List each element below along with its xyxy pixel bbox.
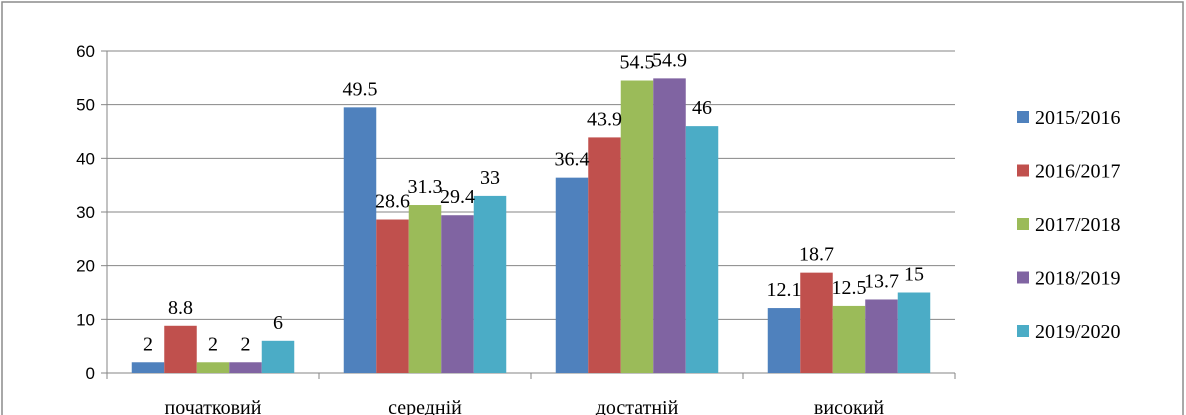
- y-axis: 0 10 20 30 40 50 60: [76, 42, 108, 383]
- bar: [164, 325, 197, 373]
- bar: [865, 299, 898, 373]
- data-label: 12.5: [832, 277, 867, 299]
- data-label: 54.5: [620, 52, 655, 74]
- category-label: достатній: [596, 397, 679, 415]
- bar: [196, 362, 230, 373]
- data-label: 6: [273, 312, 283, 334]
- data-label: 54.9: [652, 49, 687, 71]
- category-label: високий: [814, 397, 884, 415]
- bars: [131, 78, 931, 374]
- legend-swatch: [1017, 271, 1029, 284]
- legend-swatch: [1017, 218, 1029, 230]
- bar: [555, 177, 589, 373]
- category-label: початковий: [165, 397, 262, 415]
- x-axis: початковий середній достатній високий: [106, 372, 956, 415]
- y-tick-label: 20: [76, 257, 95, 276]
- legend-label: 2019/2020: [1035, 321, 1121, 343]
- data-label: 49.5: [343, 78, 378, 100]
- data-label: 12.1: [767, 279, 802, 301]
- bar: [588, 137, 621, 373]
- bar: [376, 219, 409, 373]
- data-label: 31.3: [408, 176, 443, 198]
- y-tick-label: 60: [76, 42, 95, 61]
- data-label: 28.6: [375, 191, 410, 213]
- bar: [261, 340, 295, 373]
- bar: [800, 272, 833, 373]
- bar: [441, 215, 474, 373]
- bar: [767, 308, 801, 373]
- legend-swatch: [1017, 325, 1029, 337]
- bar: [685, 126, 719, 373]
- legend: 2015/2016 2016/2017 2017/2018 2018/2019 2019…: [1017, 107, 1121, 343]
- data-label: 18.7: [799, 244, 834, 266]
- legend-label: 2016/2017: [1035, 161, 1121, 183]
- y-tick-label: 10: [76, 310, 95, 329]
- bar: [229, 362, 262, 373]
- legend-label: 2017/2018: [1035, 214, 1121, 236]
- bar: [653, 78, 686, 374]
- data-label: 46: [692, 97, 712, 119]
- y-tick-label: 0: [86, 364, 95, 383]
- legend-swatch: [1017, 164, 1029, 177]
- data-label: 2: [208, 333, 218, 355]
- data-label: 8.8: [168, 297, 193, 319]
- bar: [620, 80, 654, 374]
- data-label: 33: [480, 167, 500, 189]
- bar: [897, 292, 931, 373]
- data-label: 13.7: [864, 270, 899, 292]
- legend-label: 2015/2016: [1035, 107, 1121, 129]
- y-tick-label: 30: [76, 203, 95, 222]
- data-label: 15: [904, 264, 924, 286]
- data-label: 29.4: [440, 186, 475, 208]
- data-labels: 28.82 2649.528.631.329.43336.443.954.554.…: [143, 49, 924, 355]
- y-tick-label: 40: [76, 149, 95, 168]
- legend-swatch: [1017, 111, 1029, 123]
- data-label: 36.4: [555, 149, 590, 171]
- category-label: середній: [388, 397, 462, 415]
- data-label: 43.9: [587, 108, 622, 130]
- y-tick-label: 50: [76, 96, 95, 115]
- bar: [473, 195, 507, 373]
- legend-label: 2018/2019: [1035, 268, 1121, 290]
- bar: [343, 107, 377, 373]
- bar: [408, 205, 442, 373]
- data-label: 2: [241, 333, 251, 355]
- gridlines: [107, 50, 955, 320]
- bar: [131, 362, 165, 373]
- data-label: 2: [143, 333, 153, 355]
- bar: [832, 305, 866, 373]
